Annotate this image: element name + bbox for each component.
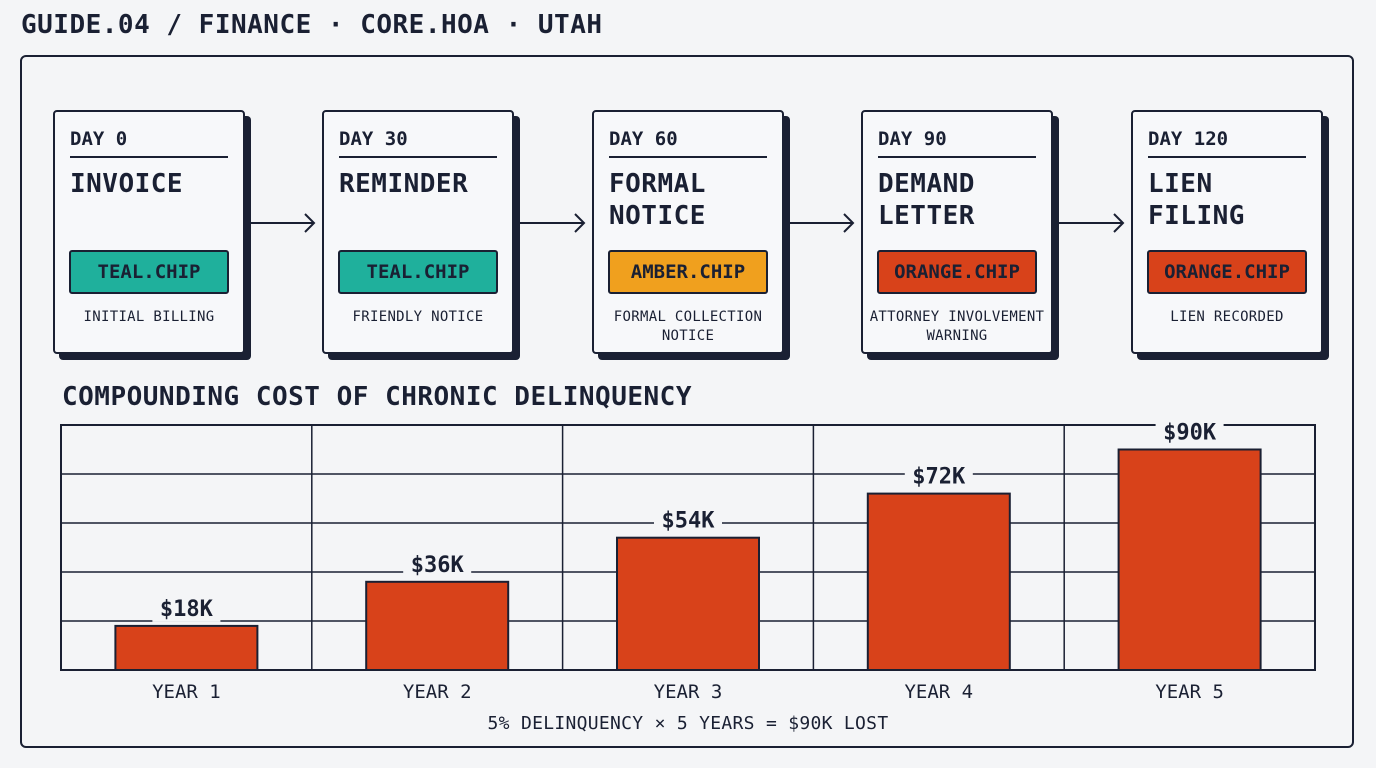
bar bbox=[365, 580, 510, 671]
timeline-card: DAY 0 INVOICE TEAL.CHIP INITIAL BILLING bbox=[53, 110, 245, 354]
card-title: REMINDER bbox=[339, 169, 469, 199]
timeline-card: DAY 90 DEMAND LETTER ORANGE.CHIP ATTORNEY I… bbox=[861, 110, 1053, 354]
flow-arrow-icon bbox=[251, 213, 316, 233]
card-title: LIEN FILING bbox=[1148, 169, 1245, 231]
bar-label-bg bbox=[403, 551, 472, 578]
card-title: FORMAL NOTICE bbox=[609, 169, 706, 231]
bar-label-bg bbox=[654, 507, 722, 534]
x-tick-label: YEAR 3 bbox=[654, 681, 723, 703]
card-description: ATTORNEY INVOLVEMENT WARNING bbox=[869, 309, 1045, 344]
bar-value-label: $72K bbox=[912, 465, 966, 490]
x-tick-label: YEAR 5 bbox=[1155, 681, 1224, 703]
bar bbox=[866, 492, 1011, 671]
bar-label-bg bbox=[904, 463, 973, 490]
card-description: FRIENDLY NOTICE bbox=[352, 309, 484, 325]
timeline-card: DAY 30 REMINDER TEAL.CHIP FRIENDLY NOTICE bbox=[322, 110, 514, 354]
card-description: LIEN RECORDED bbox=[1170, 309, 1284, 325]
status-chip: TEAL.CHIP bbox=[338, 250, 498, 294]
timeline-card: DAY 120 LIEN FILING ORANGE.CHIP LIEN RECORD… bbox=[1131, 110, 1323, 354]
card-description: FORMAL COLLECTION NOTICE bbox=[613, 309, 763, 344]
card-title: DEMAND LETTER bbox=[878, 169, 975, 231]
bar-label-bg bbox=[1155, 419, 1224, 446]
card-day: DAY 120 bbox=[1148, 128, 1306, 158]
card-day: DAY 0 bbox=[70, 128, 228, 158]
card-title: INVOICE bbox=[70, 169, 184, 199]
x-tick-label: YEAR 4 bbox=[904, 681, 973, 703]
page-header: GUIDE.04 / FINANCE · CORE.HOA · UTAH bbox=[21, 10, 603, 40]
timeline-card: DAY 60 FORMAL NOTICE AMBER.CHIP FORMAL COLL… bbox=[592, 110, 784, 354]
status-chip: TEAL.CHIP bbox=[69, 250, 229, 294]
card-day: DAY 30 bbox=[339, 128, 497, 158]
bar-value-label: $36K bbox=[411, 553, 465, 578]
flow-arrow-icon bbox=[790, 213, 855, 233]
flow-arrow-icon bbox=[1059, 213, 1125, 233]
status-chip: ORANGE.CHIP bbox=[877, 250, 1037, 294]
bar-value-label: $18K bbox=[160, 597, 214, 622]
card-day: DAY 90 bbox=[878, 128, 1036, 158]
bar bbox=[616, 536, 760, 672]
x-tick-label: YEAR 1 bbox=[152, 681, 221, 703]
bar-value-label: $90K bbox=[1163, 421, 1217, 446]
bar-value-label: $54K bbox=[662, 509, 716, 534]
flow-arrow-icon bbox=[520, 213, 586, 233]
chart-footnote: 5% DELINQUENCY × 5 YEARS = $90K LOST bbox=[487, 713, 889, 734]
x-tick-label: YEAR 2 bbox=[403, 681, 472, 703]
status-chip: ORANGE.CHIP bbox=[1147, 250, 1307, 294]
card-description: INITIAL BILLING bbox=[83, 309, 215, 325]
bar bbox=[114, 624, 259, 672]
chart-title: COMPOUNDING COST OF CHRONIC DELINQUENCY bbox=[62, 382, 692, 412]
status-chip: AMBER.CHIP bbox=[608, 250, 768, 294]
bar-label-bg bbox=[152, 595, 221, 622]
bar bbox=[1117, 448, 1262, 671]
card-day: DAY 60 bbox=[609, 128, 767, 158]
